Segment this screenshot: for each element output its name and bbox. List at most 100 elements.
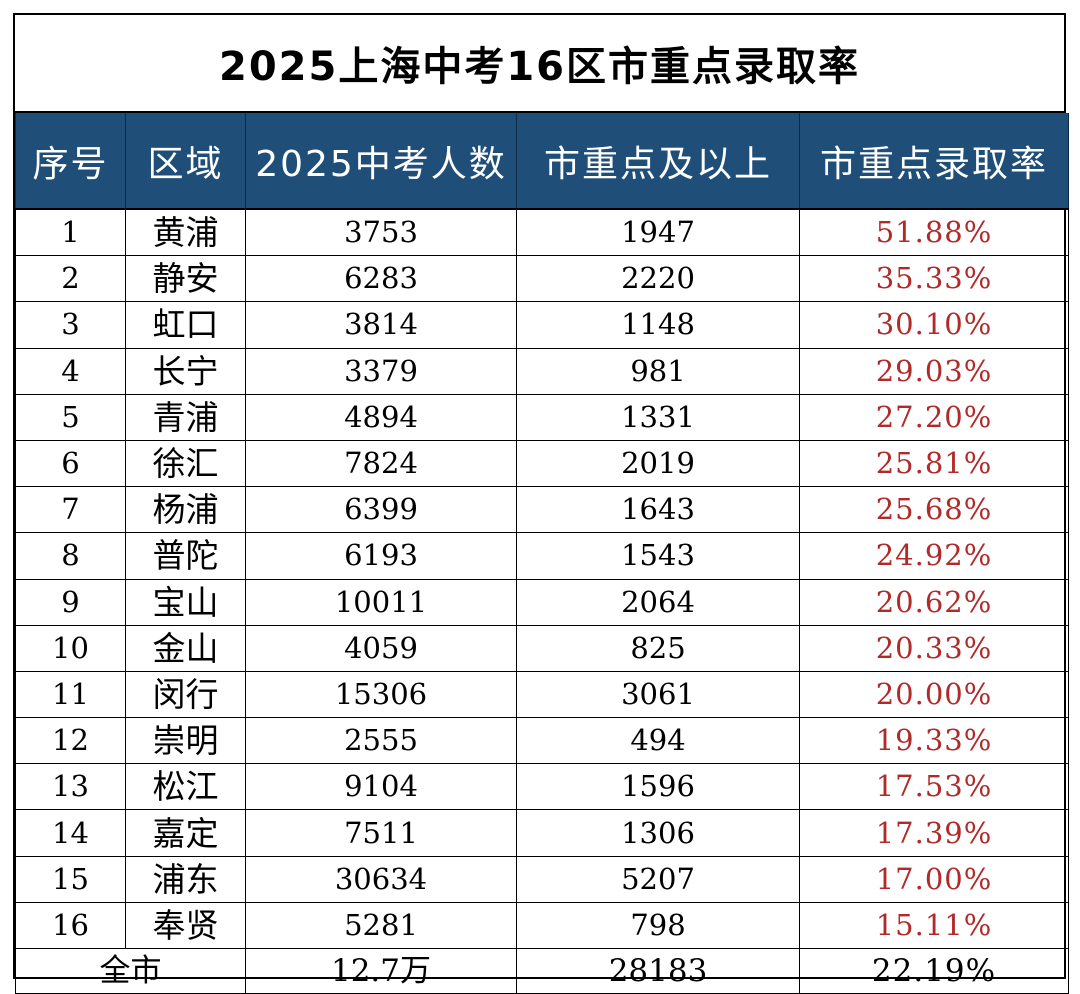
student-count-cell: 5281 bbox=[245, 901, 517, 950]
serial-number-cell: 13 bbox=[15, 763, 126, 811]
student-count-cell: 3753 bbox=[245, 208, 517, 257]
total-students: 12.7万 bbox=[245, 948, 517, 994]
serial-number-cell: 9 bbox=[15, 578, 126, 626]
admission-rate-cell: 30.10% bbox=[799, 301, 1069, 349]
serial-number-cell: 15 bbox=[15, 855, 126, 903]
student-count-cell: 30634 bbox=[245, 855, 517, 903]
table-row: 11 闵行 15306 3061 20.00% bbox=[15, 670, 1069, 719]
serial-number-cell: 11 bbox=[15, 670, 126, 719]
student-count-cell: 6283 bbox=[245, 255, 517, 303]
admitted-count-cell: 825 bbox=[516, 624, 800, 672]
serial-number-cell: 16 bbox=[15, 901, 126, 950]
admission-rate-cell: 27.20% bbox=[799, 393, 1069, 441]
admission-rate-cell: 35.33% bbox=[799, 255, 1069, 303]
district-cell: 黄浦 bbox=[125, 208, 246, 257]
student-count-cell: 6399 bbox=[245, 486, 517, 534]
table-title: 2025上海中考16区市重点录取率 bbox=[15, 15, 1064, 113]
admitted-count-cell: 798 bbox=[516, 901, 800, 950]
district-cell: 金山 bbox=[125, 624, 246, 672]
serial-number-cell: 2 bbox=[15, 255, 126, 303]
district-cell: 浦东 bbox=[125, 855, 246, 903]
header-admission-rate: 市重点录取率 bbox=[799, 113, 1069, 210]
serial-number-cell: 10 bbox=[15, 624, 126, 672]
table-row: 1 黄浦 3753 1947 51.88% bbox=[15, 208, 1069, 257]
table-row: 12 崇明 2555 494 19.33% bbox=[15, 717, 1069, 765]
student-count-cell: 3814 bbox=[245, 301, 517, 349]
admitted-count-cell: 2019 bbox=[516, 439, 800, 488]
admission-rate-cell: 51.88% bbox=[799, 208, 1069, 257]
district-cell: 长宁 bbox=[125, 347, 246, 395]
serial-number-cell: 8 bbox=[15, 532, 126, 580]
serial-number-cell: 7 bbox=[15, 486, 126, 534]
admitted-count-cell: 2220 bbox=[516, 255, 800, 303]
admitted-count-cell: 981 bbox=[516, 347, 800, 395]
total-row: 全市 12.7万 28183 22.19% bbox=[15, 948, 1069, 994]
admission-rate-table-sheet: 2025上海中考16区市重点录取率 序号 区域 2025中考人数 市重点及以上 … bbox=[13, 13, 1069, 994]
student-count-cell: 6193 bbox=[245, 532, 517, 580]
serial-number-cell: 14 bbox=[15, 809, 126, 857]
admitted-count-cell: 1543 bbox=[516, 532, 800, 580]
admitted-count-cell: 5207 bbox=[516, 855, 800, 903]
district-cell: 嘉定 bbox=[125, 809, 246, 857]
admission-rate-cell: 20.33% bbox=[799, 624, 1069, 672]
table-row: 10 金山 4059 825 20.33% bbox=[15, 624, 1069, 672]
student-count-cell: 9104 bbox=[245, 763, 517, 811]
district-cell: 崇明 bbox=[125, 717, 246, 765]
table-row: 2 静安 6283 2220 35.33% bbox=[15, 255, 1069, 303]
student-count-cell: 4894 bbox=[245, 393, 517, 441]
district-cell: 杨浦 bbox=[125, 486, 246, 534]
student-count-cell: 10011 bbox=[245, 578, 517, 626]
admission-rate-cell: 20.62% bbox=[799, 578, 1069, 626]
table-row: 9 宝山 10011 2064 20.62% bbox=[15, 578, 1069, 626]
district-cell: 松江 bbox=[125, 763, 246, 811]
serial-number-cell: 5 bbox=[15, 393, 126, 441]
district-cell: 静安 bbox=[125, 255, 246, 303]
admission-rate-cell: 17.53% bbox=[799, 763, 1069, 811]
admission-rate-cell: 29.03% bbox=[799, 347, 1069, 395]
district-cell: 奉贤 bbox=[125, 901, 246, 950]
serial-number-cell: 3 bbox=[15, 301, 126, 349]
admitted-count-cell: 1947 bbox=[516, 208, 800, 257]
admission-rate-cell: 24.92% bbox=[799, 532, 1069, 580]
admission-rate-table: 序号 区域 2025中考人数 市重点及以上 市重点录取率 1 黄浦 3753 1947… bbox=[15, 113, 1069, 994]
district-cell: 普陀 bbox=[125, 532, 246, 580]
table-row: 15 浦东 30634 5207 17.00% bbox=[15, 855, 1069, 903]
district-cell: 青浦 bbox=[125, 393, 246, 441]
district-cell: 徐汇 bbox=[125, 439, 246, 488]
student-count-cell: 7511 bbox=[245, 809, 517, 857]
table-row: 5 青浦 4894 1331 27.20% bbox=[15, 393, 1069, 441]
student-count-cell: 7824 bbox=[245, 439, 517, 488]
serial-number-cell: 1 bbox=[15, 208, 126, 257]
header-district: 区域 bbox=[125, 113, 246, 210]
student-count-cell: 15306 bbox=[245, 670, 517, 719]
table-row: 14 嘉定 7511 1306 17.39% bbox=[15, 809, 1069, 857]
district-cell: 闵行 bbox=[125, 670, 246, 719]
admission-rate-cell: 25.81% bbox=[799, 439, 1069, 488]
table-row: 4 长宁 3379 981 29.03% bbox=[15, 347, 1069, 395]
student-count-cell: 2555 bbox=[245, 717, 517, 765]
admitted-count-cell: 1643 bbox=[516, 486, 800, 534]
district-cell: 宝山 bbox=[125, 578, 246, 626]
admitted-count-cell: 2064 bbox=[516, 578, 800, 626]
admitted-count-cell: 1306 bbox=[516, 809, 800, 857]
admitted-count-cell: 1148 bbox=[516, 301, 800, 349]
serial-number-cell: 12 bbox=[15, 717, 126, 765]
admission-rate-cell: 25.68% bbox=[799, 486, 1069, 534]
admitted-count-cell: 1596 bbox=[516, 763, 800, 811]
student-count-cell: 3379 bbox=[245, 347, 517, 395]
admission-rate-cell: 17.00% bbox=[799, 855, 1069, 903]
admission-rate-cell: 15.11% bbox=[799, 901, 1069, 950]
admission-rate-cell: 19.33% bbox=[799, 717, 1069, 765]
table-row: 3 虹口 3814 1148 30.10% bbox=[15, 301, 1069, 349]
table-row: 6 徐汇 7824 2019 25.81% bbox=[15, 439, 1069, 488]
student-count-cell: 4059 bbox=[245, 624, 517, 672]
admission-rate-cell: 17.39% bbox=[799, 809, 1069, 857]
header-row: 序号 区域 2025中考人数 市重点及以上 市重点录取率 bbox=[15, 113, 1069, 210]
total-rate: 22.19% bbox=[799, 948, 1069, 994]
header-student-count: 2025中考人数 bbox=[245, 113, 517, 210]
admission-rate-cell: 20.00% bbox=[799, 670, 1069, 719]
total-admitted: 28183 bbox=[516, 948, 800, 994]
district-cell: 虹口 bbox=[125, 301, 246, 349]
table-row: 16 奉贤 5281 798 15.11% bbox=[15, 901, 1069, 950]
serial-number-cell: 4 bbox=[15, 347, 126, 395]
